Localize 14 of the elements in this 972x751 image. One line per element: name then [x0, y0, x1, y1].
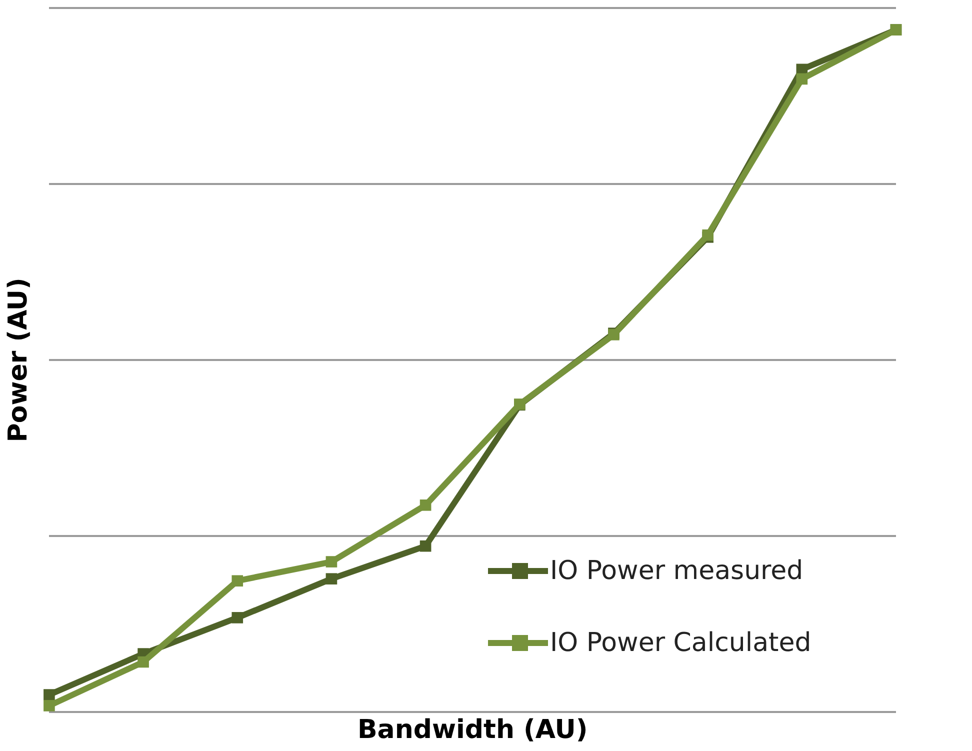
- point: [44, 689, 55, 700]
- point: [232, 575, 244, 587]
- point: [420, 540, 432, 552]
- x-axis-title: Bandwidth (AU): [357, 715, 588, 746]
- point: [326, 556, 338, 568]
- point: [796, 73, 808, 85]
- point: [44, 700, 55, 712]
- point: [138, 656, 149, 668]
- legend-label: IO Power measured: [550, 556, 804, 586]
- y-axis-title: Power (AU): [3, 278, 34, 442]
- point: [326, 573, 338, 584]
- point: [232, 612, 244, 624]
- legend-label: IO Power Calculated: [550, 628, 812, 658]
- point: [420, 500, 432, 511]
